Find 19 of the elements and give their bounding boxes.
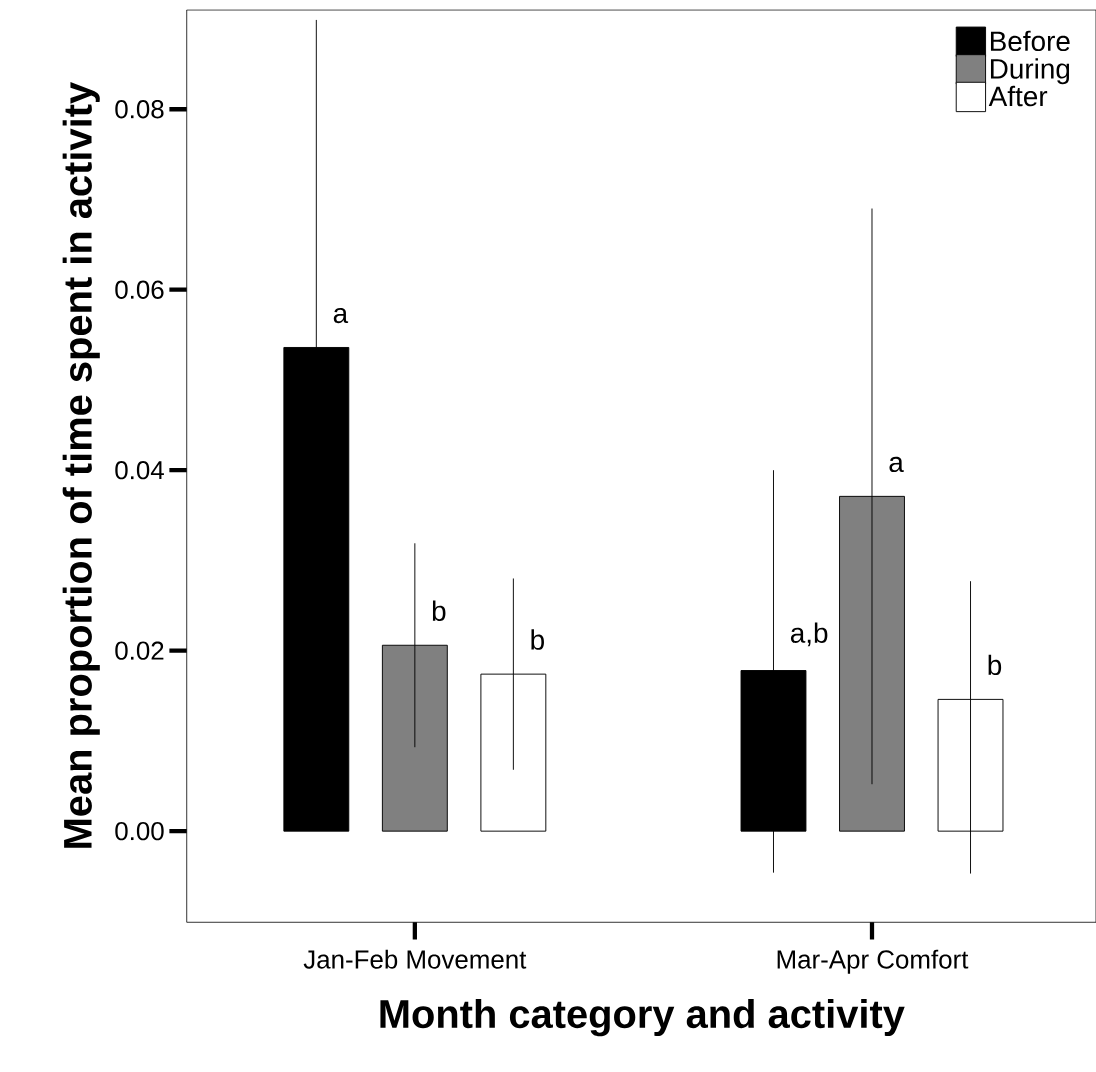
annotation: a: [333, 308, 349, 324]
x-axis-title: Month category and activity: [380, 999, 905, 1037]
y-tick-label: 0.04: [115, 461, 164, 480]
x-tick-label: Mar-Apr Comfort: [777, 949, 969, 974]
annotation: b: [988, 654, 1002, 676]
x-tick-label: Jan-Feb Movement: [303, 949, 527, 969]
y-tick-label: 0.06: [115, 280, 164, 300]
y-axis-title: Mean proportion of time spent in activity: [62, 82, 100, 848]
annotation: a: [889, 456, 904, 473]
bar: [283, 347, 350, 832]
legend-label: During: [990, 58, 1070, 85]
annotation: a,b: [790, 622, 828, 647]
legend-label: Before: [990, 30, 1070, 52]
legend-label: After: [988, 86, 1048, 107]
annotation: b: [432, 600, 446, 622]
annotation: b: [531, 629, 544, 651]
y-tick-label: 0.00: [115, 822, 164, 841]
y-tick-label: 0.02: [115, 641, 164, 661]
y-tick-label: 0.08: [115, 100, 164, 119]
